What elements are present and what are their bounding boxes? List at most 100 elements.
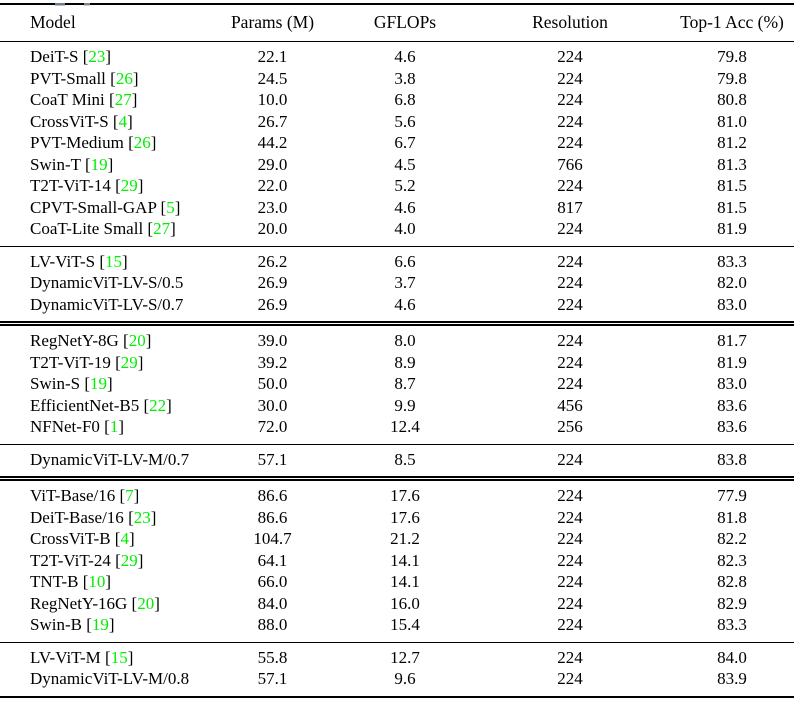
model-cell: LV-ViT-M [15] bbox=[30, 647, 134, 667]
model-cell: RegNetY-8G [20] bbox=[30, 331, 152, 350]
table-header: Model Params (M) GFLOPs Resolution Top-1… bbox=[0, 4, 794, 42]
column-header-params: Params (M) bbox=[230, 12, 315, 32]
params-cell: 72.0 bbox=[257, 417, 288, 436]
citation-link[interactable]: 23 bbox=[88, 47, 106, 66]
gflops-cell: 17.6 bbox=[390, 507, 420, 527]
resolution-cell: 224 bbox=[557, 593, 583, 613]
top1-acc-cell: 80.8 bbox=[717, 90, 747, 109]
top1-acc-cell: 83.6 bbox=[717, 395, 747, 415]
params-cell: 10.0 bbox=[257, 90, 288, 109]
model-name: RegNetY-16G bbox=[30, 593, 128, 613]
gflops-cell: 4.6 bbox=[394, 47, 416, 66]
citation-link[interactable]: 15 bbox=[110, 647, 128, 667]
model-name: T2T-ViT-24 bbox=[30, 550, 111, 570]
table-row: Swin-T [19] 29.0 4.5 766 81.3 bbox=[0, 154, 794, 176]
citation-link[interactable]: 4 bbox=[118, 111, 128, 131]
top1-acc-cell: 83.3 bbox=[717, 615, 747, 634]
citation-link[interactable]: 19 bbox=[90, 374, 107, 393]
table-row: DynamicViT-LV-S/0.5 26.9 3.7 224 82.0 bbox=[0, 272, 794, 294]
top1-acc-cell: 83.0 bbox=[717, 374, 747, 393]
model-name: CPVT-Small-GAP bbox=[30, 197, 157, 217]
model-cell: Swin-T [19] bbox=[30, 154, 114, 174]
resolution-cell: 817 bbox=[557, 197, 583, 217]
gflops-cell: 6.8 bbox=[394, 90, 416, 109]
table-row: NFNet-F0 [1] 72.0 12.4 256 83.6 bbox=[0, 416, 794, 444]
citation-link[interactable]: 29 bbox=[120, 176, 138, 195]
table-row: Swin-S [19] 50.0 8.7 224 83.0 bbox=[0, 373, 794, 395]
gflops-cell: 3.8 bbox=[394, 68, 416, 88]
model-cell: DynamicViT-LV-S/0.5 bbox=[0, 272, 205, 294]
top1-acc-cell: 83.8 bbox=[717, 449, 747, 469]
citation-link[interactable]: 20 bbox=[137, 593, 155, 613]
resolution-cell: 256 bbox=[557, 417, 583, 436]
resolution-cell: 224 bbox=[557, 47, 583, 66]
model-name: T2T-ViT-19 bbox=[30, 352, 111, 372]
gflops-cell: 4.5 bbox=[394, 154, 416, 174]
gflops-cell: 6.7 bbox=[394, 133, 416, 152]
model-name: DynamicViT-LV-S/0.5 bbox=[30, 273, 184, 292]
table-row: DynamicViT-LV-S/0.7 26.9 4.6 224 83.0 bbox=[0, 294, 794, 324]
params-cell: 86.6 bbox=[257, 486, 288, 505]
column-header-model: Model bbox=[30, 12, 76, 32]
top1-acc-cell: 77.9 bbox=[717, 486, 747, 505]
citation-link[interactable]: 23 bbox=[133, 507, 151, 527]
resolution-cell: 224 bbox=[557, 90, 583, 109]
citation-link[interactable]: 19 bbox=[90, 154, 108, 174]
citation-link[interactable]: 4 bbox=[120, 529, 129, 548]
model-name: Swin-S bbox=[30, 374, 81, 393]
model-cell: ViT-Base/16 [7] bbox=[30, 486, 140, 505]
model-name: Swin-T bbox=[30, 154, 81, 174]
resolution-cell: 224 bbox=[557, 111, 583, 131]
resolution-cell: 224 bbox=[557, 507, 583, 527]
model-cell: Swin-S [19] bbox=[30, 374, 113, 393]
table-row: DynamicViT-LV-M/0.8 57.1 9.6 224 83.9 bbox=[0, 668, 794, 697]
model-name: DeiT-Base/16 bbox=[30, 507, 124, 527]
params-cell: 57.1 bbox=[257, 669, 288, 688]
citation-link[interactable]: 5 bbox=[166, 197, 175, 217]
table-row: T2T-ViT-19 [29] 39.2 8.9 224 81.9 bbox=[0, 352, 794, 374]
top1-acc-cell: 81.3 bbox=[717, 154, 747, 174]
citation-link[interactable]: 10 bbox=[88, 572, 106, 591]
top1-acc-cell: 81.5 bbox=[717, 197, 747, 217]
params-cell: 26.7 bbox=[257, 111, 288, 131]
table-group-4: ViT-Base/16 [7] 86.6 17.6 224 77.9 DeiT-Base/… bbox=[0, 478, 794, 643]
citation-link[interactable]: 22 bbox=[149, 395, 167, 415]
model-name: DynamicViT-LV-S/0.7 bbox=[30, 294, 184, 314]
model-name: T2T-ViT-14 bbox=[30, 176, 111, 195]
citation-link[interactable]: 15 bbox=[105, 251, 123, 271]
table-row: T2T-ViT-24 [29] 64.1 14.1 224 82.3 bbox=[0, 550, 794, 572]
resolution-cell: 224 bbox=[557, 251, 583, 271]
top1-acc-cell: 81.8 bbox=[717, 507, 747, 527]
table-row: DeiT-S [23] 22.1 4.6 224 79.8 bbox=[0, 42, 794, 68]
model-name: DynamicViT-LV-M/0.8 bbox=[30, 669, 190, 688]
citation-link[interactable]: 20 bbox=[128, 331, 146, 350]
params-cell: 24.5 bbox=[257, 68, 288, 88]
table-group-5: LV-ViT-M [15] 55.8 12.7 224 84.0 DynamicViT-L… bbox=[0, 642, 794, 697]
params-cell: 88.0 bbox=[257, 615, 288, 634]
citation-link[interactable]: 19 bbox=[91, 615, 109, 634]
citation-link[interactable]: 26 bbox=[133, 133, 151, 152]
model-name: PVT-Small bbox=[30, 68, 106, 88]
top1-acc-cell: 82.0 bbox=[717, 273, 747, 292]
model-cell: LV-ViT-S [15] bbox=[30, 251, 128, 271]
citation-link[interactable]: 29 bbox=[120, 550, 138, 570]
params-cell: 26.9 bbox=[257, 294, 288, 314]
header-row: Model Params (M) GFLOPs Resolution Top-1… bbox=[0, 4, 794, 42]
resolution-cell: 456 bbox=[557, 395, 583, 415]
params-cell: 29.0 bbox=[257, 154, 288, 174]
table-row: CPVT-Small-GAP [5] 23.0 4.6 817 81.5 bbox=[0, 197, 794, 219]
model-comparison-table: Model Params (M) GFLOPs Resolution Top-1… bbox=[0, 3, 794, 698]
model-name: RegNetY-8G bbox=[30, 331, 119, 350]
citation-link[interactable]: 26 bbox=[115, 68, 133, 88]
table-row: CoaT-Lite Small [27] 20.0 4.0 224 81.9 bbox=[0, 218, 794, 246]
gflops-cell: 4.6 bbox=[394, 197, 416, 217]
params-cell: 64.1 bbox=[257, 550, 288, 570]
citation-link[interactable]: 27 bbox=[153, 219, 171, 238]
column-header-top1-acc: Top-1 Acc (%) bbox=[680, 12, 784, 32]
citation-link[interactable]: 27 bbox=[114, 90, 132, 109]
params-cell: 104.7 bbox=[253, 529, 292, 548]
citation-link[interactable]: 1 bbox=[109, 417, 119, 436]
citation-link[interactable]: 29 bbox=[120, 352, 138, 372]
citation-link[interactable]: 7 bbox=[125, 486, 134, 505]
model-cell: RegNetY-16G [20] bbox=[30, 593, 160, 613]
